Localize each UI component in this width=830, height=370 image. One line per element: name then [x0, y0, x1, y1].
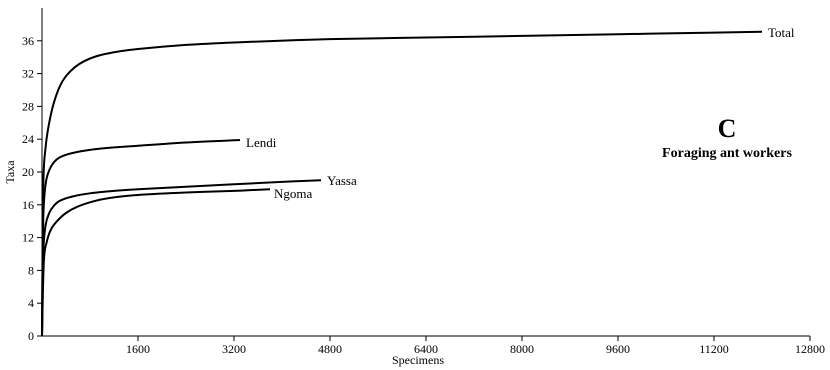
y-tick-label: 12	[22, 231, 34, 245]
series-line-lendi	[41, 139, 241, 337]
series-line-total	[41, 30, 763, 337]
series-label-lendi: Lendi	[246, 135, 277, 150]
series-line-ngoma	[41, 188, 271, 337]
y-ticks: 0 4 8 12 16 20 24 28 32 36	[22, 34, 42, 343]
series-label-yassa: Yassa	[327, 173, 357, 188]
x-tick-label: 9600	[606, 342, 630, 356]
x-axis-label: Specimens	[392, 353, 444, 367]
y-tick-label: 8	[28, 263, 34, 277]
x-tick-label: 8000	[510, 342, 534, 356]
x-tick-label: 12800	[795, 342, 825, 356]
y-tick-label: 36	[22, 34, 34, 48]
x-tick-label: 6400	[414, 342, 438, 356]
series-line-yassa	[41, 179, 322, 337]
x-tick-label: 1600	[126, 342, 150, 356]
y-tick-label: 24	[22, 132, 34, 146]
y-tick-label: 16	[22, 198, 34, 212]
series-label-ngoma: Ngoma	[274, 186, 313, 201]
panel-subtitle: Foraging ant workers	[662, 146, 792, 161]
panel-letter: C	[718, 114, 737, 143]
y-tick-label: 28	[22, 99, 34, 113]
x-tick-label: 4800	[318, 342, 342, 356]
x-tick-label: 11200	[699, 342, 729, 356]
y-tick-label: 0	[28, 329, 34, 343]
x-tick-label: 3200	[222, 342, 246, 356]
axes	[41, 8, 810, 337]
y-tick-label: 20	[22, 165, 34, 179]
y-tick-label: 32	[22, 67, 34, 81]
y-tick-label: 4	[28, 296, 34, 310]
series-curves	[41, 30, 763, 337]
series-labels: Total Lendi Yassa Ngoma	[246, 25, 795, 201]
y-axis-label: Taxa	[3, 160, 17, 184]
x-ticks: 1600 3200 4800 6400 8000 9600 11200 12800	[126, 336, 825, 356]
series-label-total: Total	[768, 25, 795, 40]
